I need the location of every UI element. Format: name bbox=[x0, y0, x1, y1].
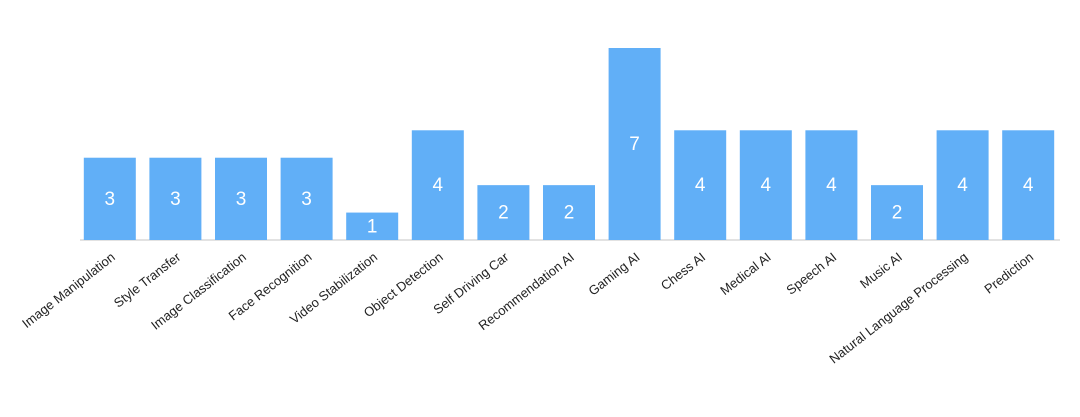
value-label: 4 bbox=[433, 175, 444, 196]
x-tick-label: Gaming AI bbox=[585, 249, 642, 298]
bar bbox=[1002, 130, 1055, 240]
x-tick-label: Speech AI bbox=[783, 249, 839, 297]
value-label: 1 bbox=[367, 216, 378, 237]
value-label: 3 bbox=[301, 189, 312, 210]
value-label: 4 bbox=[761, 175, 772, 196]
bar bbox=[477, 185, 530, 240]
value-label: 4 bbox=[826, 175, 837, 196]
value-label: 3 bbox=[170, 189, 181, 210]
x-tick-label: Medical AI bbox=[717, 249, 774, 298]
x-tick-label: Music AI bbox=[857, 249, 905, 291]
x-tick-label: Prediction bbox=[981, 249, 1036, 296]
value-label: 2 bbox=[564, 203, 575, 224]
bar bbox=[674, 130, 727, 240]
x-tick-label: Chess AI bbox=[658, 249, 708, 293]
bar bbox=[805, 130, 858, 240]
value-label: 7 bbox=[629, 134, 640, 155]
bar bbox=[543, 185, 595, 240]
bar bbox=[871, 185, 923, 240]
bar bbox=[346, 212, 399, 240]
x-tick-label: Image Manipulation bbox=[19, 249, 118, 331]
bar bbox=[215, 157, 267, 240]
value-label: 3 bbox=[105, 189, 116, 210]
value-label: 2 bbox=[892, 203, 903, 224]
bar bbox=[149, 157, 202, 240]
x-tick-label: Natural Language Processing bbox=[826, 249, 970, 366]
bar bbox=[83, 157, 136, 240]
value-label: 4 bbox=[957, 175, 968, 196]
bar bbox=[739, 130, 792, 240]
bar bbox=[411, 130, 464, 240]
bar bbox=[936, 130, 989, 240]
value-label: 4 bbox=[695, 175, 706, 196]
bar bbox=[280, 157, 333, 240]
value-label: 4 bbox=[1023, 175, 1034, 196]
value-label: 3 bbox=[236, 189, 247, 210]
bar bbox=[608, 48, 661, 240]
value-label: 2 bbox=[498, 203, 509, 224]
